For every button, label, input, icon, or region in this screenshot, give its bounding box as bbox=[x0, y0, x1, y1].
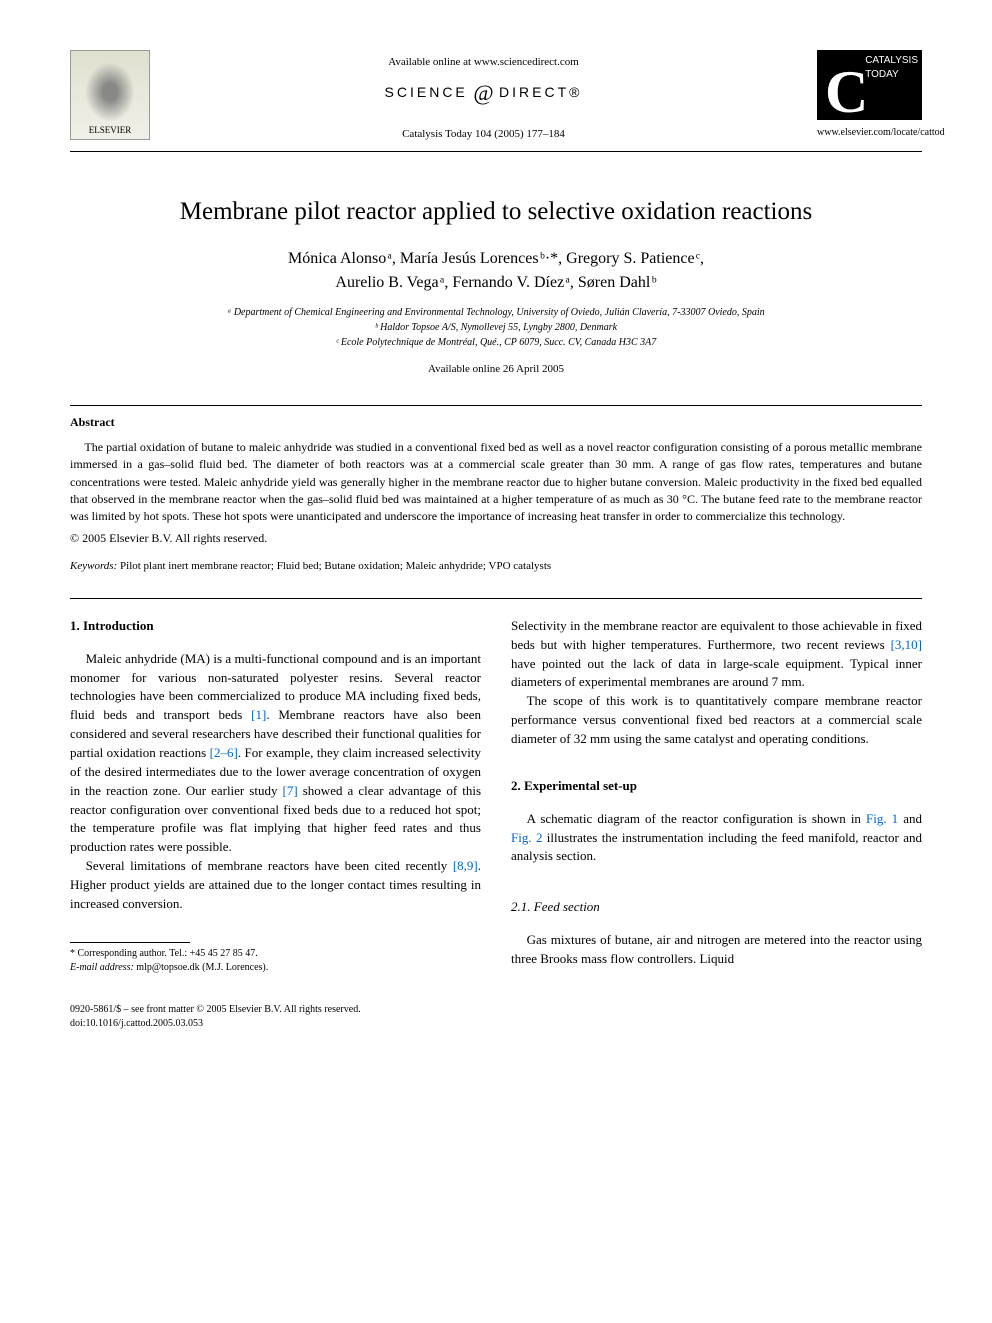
corresponding-author: * Corresponding author. Tel.: +45 45 27 … bbox=[70, 947, 481, 961]
elsevier-logo: ELSEVIER bbox=[70, 50, 150, 140]
experimental-heading: 2. Experimental set-up bbox=[511, 777, 922, 796]
sd-right: DIRECT® bbox=[499, 85, 582, 101]
elsevier-label: ELSEVIER bbox=[89, 124, 132, 137]
email-label: E-mail address: bbox=[70, 962, 134, 973]
keywords: Keywords: Pilot plant inert membrane rea… bbox=[70, 559, 922, 574]
intro-paragraph-2: Several limitations of membrane reactors… bbox=[70, 857, 481, 914]
abstract-top-rule bbox=[70, 405, 922, 406]
abstract-text: The partial oxidation of butane to malei… bbox=[70, 439, 922, 526]
journal-logo-box: C CATALYSIS TODAY www.elsevier.com/locat… bbox=[817, 50, 922, 140]
sd-at-icon: @ bbox=[468, 80, 499, 105]
header-center: Available online at www.sciencedirect.co… bbox=[150, 50, 817, 143]
header-row: ELSEVIER Available online at www.science… bbox=[70, 50, 922, 143]
intro-paragraph-1: Maleic anhydride (MA) is a multi-functio… bbox=[70, 650, 481, 857]
journal-logo-line2: TODAY bbox=[865, 69, 899, 80]
page-footer: 0920-5861/$ – see front matter © 2005 El… bbox=[70, 1003, 922, 1031]
ref-link-3-10[interactable]: [3,10] bbox=[891, 637, 922, 652]
ref-link-1[interactable]: [1] bbox=[251, 707, 266, 722]
journal-reference: Catalysis Today 104 (2005) 177–184 bbox=[150, 127, 817, 142]
elsevier-tree-icon bbox=[85, 62, 135, 122]
footer-line1: 0920-5861/$ – see front matter © 2005 El… bbox=[70, 1003, 922, 1017]
keywords-label: Keywords: bbox=[70, 560, 117, 572]
fig-link-2[interactable]: Fig. 2 bbox=[511, 830, 542, 845]
footnote: * Corresponding author. Tel.: +45 45 27 … bbox=[70, 947, 481, 975]
abstract-bottom-rule bbox=[70, 598, 922, 599]
sciencedirect-logo: SCIENCE @ DIRECT® bbox=[150, 78, 817, 109]
feed-section-heading: 2.1. Feed section bbox=[511, 898, 922, 917]
affiliations: ᵃ Department of Chemical Engineering and… bbox=[70, 305, 922, 350]
abstract-heading: Abstract bbox=[70, 414, 922, 431]
sd-left: SCIENCE bbox=[385, 85, 468, 101]
authors-line2: Aurelio B. Vega ᵃ, Fernando V. Díez ᵃ, S… bbox=[335, 274, 656, 291]
footnote-rule bbox=[70, 942, 190, 943]
ref-link-7[interactable]: [7] bbox=[283, 783, 298, 798]
experimental-paragraph-1: A schematic diagram of the reactor confi… bbox=[511, 810, 922, 867]
fig-link-1[interactable]: Fig. 1 bbox=[866, 811, 898, 826]
affiliation-a: ᵃ Department of Chemical Engineering and… bbox=[70, 305, 922, 320]
footer-doi: doi:10.1016/j.cattod.2005.03.053 bbox=[70, 1017, 922, 1031]
intro-heading: 1. Introduction bbox=[70, 617, 481, 636]
affiliation-c: ᶜ Ecole Polytechnique de Montréal, Qué.,… bbox=[70, 335, 922, 350]
affiliation-b: ᵇ Haldor Topsoe A/S, Nymollevej 55, Lyng… bbox=[70, 320, 922, 335]
abstract-body: The partial oxidation of butane to malei… bbox=[70, 440, 922, 524]
authors-line1: Mónica Alonso ᵃ, María Jesús Lorences ᵇ·… bbox=[288, 250, 704, 267]
available-date: Available online 26 April 2005 bbox=[70, 362, 922, 377]
catalysis-today-logo: C CATALYSIS TODAY bbox=[817, 50, 922, 120]
two-column-body: 1. Introduction Maleic anhydride (MA) is… bbox=[70, 617, 922, 975]
email-line: E-mail address: mlp@topsoe.dk (M.J. Lore… bbox=[70, 961, 481, 975]
available-online-text: Available online at www.sciencedirect.co… bbox=[150, 55, 817, 70]
ref-link-2-6[interactable]: [2–6] bbox=[210, 745, 238, 760]
email-address: mlp@topsoe.dk (M.J. Lorences). bbox=[134, 962, 268, 973]
article-title: Membrane pilot reactor applied to select… bbox=[70, 194, 922, 229]
journal-logo-line1: CATALYSIS bbox=[865, 55, 918, 66]
authors: Mónica Alonso ᵃ, María Jesús Lorences ᵇ·… bbox=[70, 247, 922, 295]
col2-paragraph-2: The scope of this work is to quantitativ… bbox=[511, 692, 922, 749]
keywords-text: Pilot plant inert membrane reactor; Flui… bbox=[117, 560, 551, 572]
ref-link-8-9[interactable]: [8,9] bbox=[453, 858, 478, 873]
abstract-copyright: © 2005 Elsevier B.V. All rights reserved… bbox=[70, 530, 922, 547]
journal-logo-c-icon: C bbox=[825, 50, 868, 134]
right-column: Selectivity in the membrane reactor are … bbox=[511, 617, 922, 975]
feed-paragraph-1: Gas mixtures of butane, air and nitrogen… bbox=[511, 931, 922, 969]
left-column: 1. Introduction Maleic anhydride (MA) is… bbox=[70, 617, 481, 975]
col2-paragraph-1: Selectivity in the membrane reactor are … bbox=[511, 617, 922, 692]
header-rule bbox=[70, 151, 922, 152]
